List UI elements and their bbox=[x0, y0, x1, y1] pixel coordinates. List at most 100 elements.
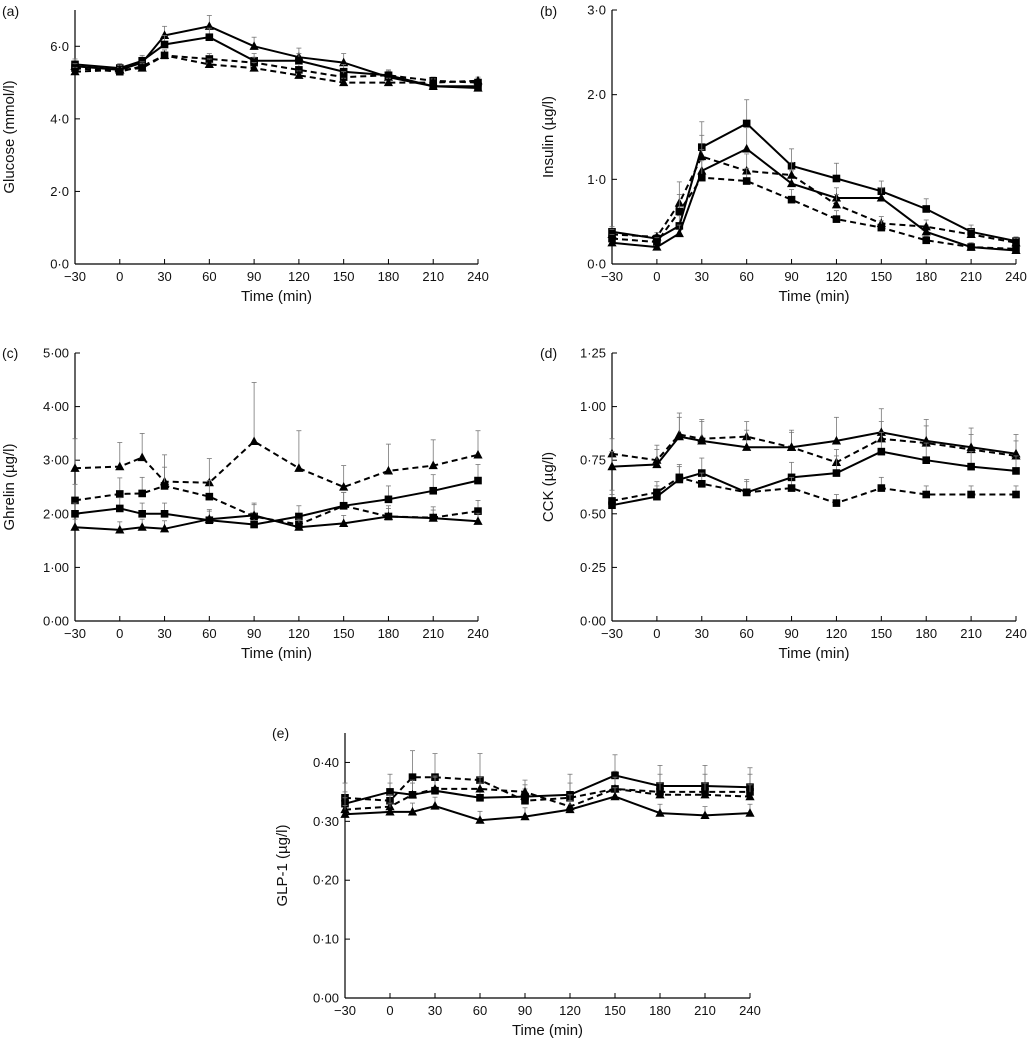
data-point-triangle bbox=[565, 804, 575, 814]
y-tick-label: 0·00 bbox=[313, 991, 339, 1006]
data-point-square bbox=[115, 490, 124, 498]
data-point-triangle bbox=[520, 786, 530, 796]
data-point-triangle bbox=[876, 192, 886, 202]
x-tick-label: 0 bbox=[386, 1003, 393, 1018]
data-point-square bbox=[742, 177, 751, 185]
y-tick-label: 0·0 bbox=[50, 257, 69, 272]
data-point-triangle bbox=[70, 463, 80, 472]
panel-e: (e) 0·00 0·10 0·20 0·30 0·40 −30 0 30 60 90 120 150 1… bbox=[272, 725, 761, 1039]
y-tick-label: 1·00 bbox=[580, 399, 606, 414]
data-point-triangle bbox=[966, 442, 976, 451]
series-solid-triangle bbox=[607, 408, 1021, 471]
data-point-square bbox=[474, 476, 482, 485]
x-tick-label: 60 bbox=[739, 626, 753, 641]
data-point-triangle bbox=[249, 63, 259, 72]
x-tick-label: 30 bbox=[157, 626, 171, 641]
data-point-square bbox=[653, 238, 661, 246]
data-point-triangle bbox=[1011, 448, 1021, 458]
panel-label: (d) bbox=[540, 345, 557, 361]
x-tick-label: 0 bbox=[653, 626, 660, 641]
y-tick-label: 2·0 bbox=[587, 87, 606, 102]
x-axis-title: Time (min) bbox=[778, 645, 849, 662]
series-line bbox=[611, 122, 1017, 243]
x-tick-label: 150 bbox=[333, 269, 355, 284]
data-point-square bbox=[967, 462, 975, 471]
data-point-triangle bbox=[137, 522, 147, 531]
panel-label: (e) bbox=[272, 725, 289, 741]
y-axis-title: CCK (µg/l) bbox=[540, 452, 557, 522]
series-line bbox=[74, 36, 478, 88]
x-tick-label: 90 bbox=[784, 626, 798, 641]
y-tick-label: 3·00 bbox=[43, 453, 69, 468]
data-point-triangle bbox=[655, 789, 665, 799]
x-tick-label: 60 bbox=[202, 269, 216, 284]
panel-b: (b) 0·0 1·0 2·0 3·0 −30 0 30 60 90 120 150 180 210 240… bbox=[540, 3, 1027, 306]
x-tick-label: 90 bbox=[518, 1003, 532, 1018]
y-axis-title: GLP-1 (µg/l) bbox=[274, 825, 291, 907]
data-point-triangle bbox=[204, 59, 214, 69]
series-dashed-square bbox=[71, 49, 482, 87]
x-tick-label: 150 bbox=[870, 626, 892, 641]
data-point-triangle bbox=[786, 442, 797, 451]
panel-label: (c) bbox=[2, 345, 18, 361]
series-solid-square bbox=[71, 27, 482, 90]
data-point-triangle bbox=[742, 143, 752, 153]
data-point-triangle bbox=[652, 242, 662, 251]
y-tick-label: 0·00 bbox=[43, 614, 69, 629]
x-axis-title: Time (min) bbox=[512, 1022, 583, 1039]
x-tick-label: 60 bbox=[739, 269, 753, 284]
x-tick-label: 210 bbox=[960, 626, 982, 641]
data-point-square bbox=[675, 207, 684, 216]
x-tick-label: 150 bbox=[333, 626, 355, 641]
x-tick-label: 0 bbox=[116, 269, 123, 284]
data-point-square bbox=[408, 773, 417, 781]
series-dashed-triangle bbox=[607, 416, 1021, 466]
x-tick-label: 30 bbox=[695, 269, 709, 284]
data-point-triangle bbox=[383, 77, 394, 87]
data-point-triangle bbox=[294, 522, 304, 531]
data-point-triangle bbox=[159, 50, 170, 59]
data-point-square bbox=[608, 497, 616, 505]
data-point-triangle bbox=[475, 783, 485, 793]
data-point-triangle bbox=[115, 524, 125, 534]
data-point-triangle bbox=[652, 459, 662, 469]
data-point-triangle bbox=[137, 63, 147, 72]
data-point-square bbox=[832, 174, 841, 183]
series-dashed-square bbox=[608, 466, 1020, 507]
data-point-square bbox=[429, 82, 438, 90]
series-line bbox=[611, 176, 1017, 250]
data-point-square bbox=[384, 71, 393, 80]
data-point-square bbox=[476, 793, 484, 802]
data-point-triangle bbox=[610, 791, 620, 801]
series-solid-triangle bbox=[70, 504, 483, 534]
x-tick-label: 210 bbox=[694, 1003, 716, 1018]
data-point-triangle bbox=[137, 452, 147, 462]
data-point-square bbox=[877, 447, 886, 456]
data-point-square bbox=[1012, 467, 1020, 475]
panel-label: (b) bbox=[540, 3, 557, 19]
data-point-square bbox=[1012, 244, 1020, 253]
data-point-square bbox=[922, 236, 931, 245]
data-point-triangle bbox=[697, 151, 707, 161]
data-point-square bbox=[339, 501, 348, 510]
x-tick-label: 60 bbox=[473, 1003, 487, 1018]
data-point-triangle bbox=[520, 811, 530, 821]
panel-label: (a) bbox=[2, 3, 19, 19]
x-tick-label: 120 bbox=[826, 269, 848, 284]
series-line bbox=[74, 440, 479, 489]
data-point-triangle bbox=[430, 801, 440, 810]
data-point-square bbox=[611, 771, 619, 780]
data-point-square bbox=[877, 223, 886, 232]
series-dashed-square bbox=[71, 466, 482, 529]
series-solid-triangle bbox=[340, 787, 755, 824]
x-tick-label: 30 bbox=[695, 626, 709, 641]
y-tick-label: 1·00 bbox=[43, 560, 69, 575]
data-point-square bbox=[832, 215, 841, 223]
data-point-square bbox=[138, 510, 146, 518]
data-point-square bbox=[675, 473, 684, 482]
data-point-triangle bbox=[745, 808, 755, 817]
series-line bbox=[611, 431, 1017, 468]
data-point-triangle bbox=[159, 30, 170, 39]
data-point-square bbox=[742, 488, 751, 497]
series-line bbox=[611, 433, 1017, 464]
